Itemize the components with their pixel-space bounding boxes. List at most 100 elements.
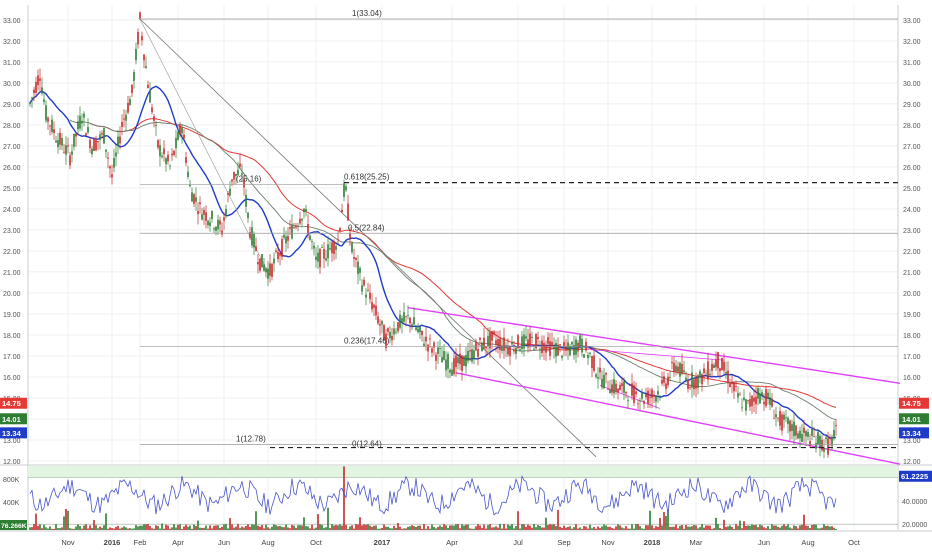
candle-body	[487, 336, 489, 347]
candle-body	[73, 133, 75, 147]
candle-body	[65, 145, 67, 155]
volume-bar	[559, 526, 561, 530]
volume-bar	[441, 526, 443, 530]
candle-body	[87, 127, 89, 133]
candle-body	[489, 332, 491, 349]
y-tick-label-left: 13.00	[3, 438, 21, 445]
volume-bar	[209, 525, 211, 530]
candle-body	[357, 261, 359, 275]
volume-bar	[587, 528, 589, 530]
volume-bar	[107, 528, 109, 530]
volume-bar	[341, 525, 343, 530]
volume-bar	[771, 524, 773, 530]
volume-bar	[443, 524, 445, 530]
volume-bar	[163, 528, 165, 530]
candle-body	[159, 145, 161, 157]
candle-body	[655, 396, 657, 402]
volume-bar	[35, 513, 37, 530]
candle-body	[229, 188, 231, 196]
candle-body	[643, 401, 645, 404]
volume-bar	[161, 523, 163, 530]
candle-body	[99, 134, 101, 140]
candle-body	[333, 241, 335, 255]
volume-bar	[279, 525, 281, 530]
candle-body	[329, 248, 331, 250]
volume-bar	[89, 525, 91, 530]
candle-body	[793, 421, 795, 437]
candle-body	[461, 355, 463, 371]
volume-bar	[477, 524, 479, 530]
volume-bar	[433, 526, 435, 530]
indicator-value: 61.2225	[901, 472, 928, 481]
candle-body	[753, 397, 755, 402]
grid	[27, 5, 899, 530]
volume-bar	[611, 528, 613, 530]
candle-body	[347, 203, 349, 221]
volume-bar	[423, 524, 425, 530]
volume-bar	[251, 524, 253, 530]
volume-bar	[793, 525, 795, 530]
candle-body	[211, 211, 213, 219]
candle-body	[149, 91, 151, 103]
candle-body	[287, 235, 289, 241]
candle-body	[415, 327, 417, 330]
x-tick-label: Apr	[172, 538, 184, 547]
candle-body	[515, 347, 517, 354]
candle-body	[775, 414, 777, 418]
candle-body	[45, 105, 47, 121]
volume-bar	[183, 526, 185, 530]
volume-bar	[117, 525, 119, 530]
volume-bar	[57, 528, 59, 530]
candle-body	[173, 150, 175, 156]
candle-body	[57, 140, 59, 147]
candle-body	[393, 328, 395, 335]
volume-bar	[237, 524, 239, 530]
candle-body	[513, 349, 515, 352]
volume-bar	[425, 528, 427, 530]
candle-body	[257, 262, 259, 265]
candle-body	[723, 361, 725, 371]
candle-body	[707, 361, 709, 380]
candle-body	[733, 382, 735, 392]
volume-bar	[291, 524, 293, 530]
fib-label: 1(33.04)	[352, 9, 382, 18]
volume-bar	[415, 526, 417, 530]
candle-body	[177, 132, 179, 140]
volume-bar	[767, 526, 769, 530]
volume-bar	[31, 527, 33, 530]
candle-body	[279, 253, 281, 256]
candle-body	[449, 369, 451, 373]
candle-body	[37, 75, 39, 86]
channel-upper	[407, 306, 901, 384]
y-tick-label-right: 32.00	[903, 39, 921, 46]
candle-body	[295, 225, 297, 228]
candle-body	[299, 218, 301, 224]
y-tick-label-left: 28.00	[3, 123, 21, 130]
candle-body	[779, 410, 781, 426]
volume-bar	[691, 526, 693, 530]
candle-body	[413, 317, 415, 325]
volume-bar	[81, 528, 83, 530]
volume-bar	[783, 524, 785, 530]
volume-bar	[545, 517, 547, 530]
volume-bar	[431, 524, 433, 530]
volume-bar	[145, 524, 147, 530]
volume-bar	[687, 526, 689, 530]
volume-bar	[773, 525, 775, 530]
volume-bar	[125, 527, 127, 530]
volume-bar	[701, 524, 703, 530]
candle-body	[193, 194, 195, 204]
volume-bar	[233, 527, 235, 530]
volume-bar	[377, 528, 379, 530]
candle-body	[727, 370, 729, 384]
volume-bar	[261, 524, 263, 530]
volume-bar	[373, 525, 375, 530]
y-tick-label-right: 19.00	[903, 312, 921, 319]
volume-bar	[765, 528, 767, 530]
volume-bar	[151, 528, 153, 530]
candle-body	[689, 387, 691, 389]
volume-bar	[791, 528, 793, 530]
volume-bar	[123, 526, 125, 530]
